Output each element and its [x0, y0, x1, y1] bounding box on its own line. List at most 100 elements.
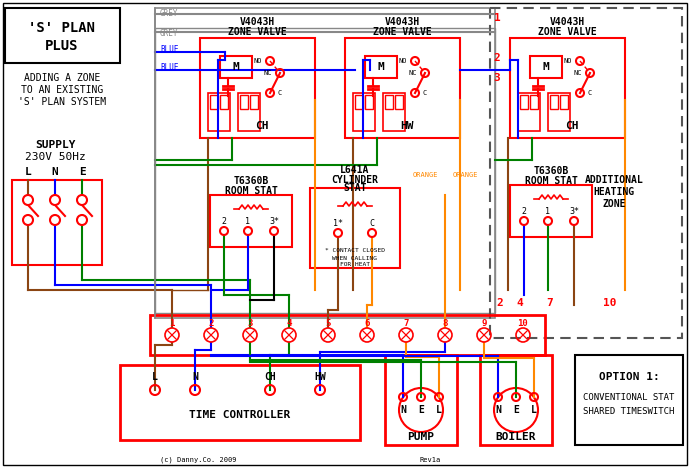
Text: 5: 5 — [325, 320, 331, 329]
Text: TIME CONTROLLER: TIME CONTROLLER — [189, 410, 290, 420]
Bar — [208, 93, 230, 131]
Text: 3: 3 — [247, 320, 253, 329]
Bar — [155, 8, 495, 318]
Bar — [345, 38, 460, 138]
Text: BOILER: BOILER — [495, 432, 536, 442]
Text: E: E — [79, 167, 86, 177]
Bar — [365, 56, 397, 78]
Text: T6360B: T6360B — [233, 176, 268, 186]
Text: ZONE VALVE: ZONE VALVE — [228, 27, 286, 37]
Bar — [490, 8, 682, 338]
Text: CH: CH — [255, 121, 268, 131]
Bar — [155, 28, 495, 313]
Bar — [560, 95, 568, 109]
Text: 6: 6 — [364, 320, 370, 329]
Text: N: N — [495, 405, 501, 415]
Circle shape — [23, 195, 33, 205]
Text: ROOM STAT: ROOM STAT — [224, 186, 277, 196]
Text: M: M — [377, 62, 384, 72]
Text: 230V 50Hz: 230V 50Hz — [25, 152, 86, 162]
Text: 8: 8 — [442, 320, 448, 329]
Bar — [548, 93, 570, 131]
Text: 7: 7 — [546, 298, 553, 308]
Text: BLUE: BLUE — [160, 45, 179, 54]
Text: ZONE: ZONE — [602, 199, 626, 209]
Text: L: L — [531, 405, 537, 415]
Bar — [520, 95, 528, 109]
Text: 4: 4 — [517, 298, 524, 308]
Text: 2: 2 — [493, 53, 500, 63]
Bar — [385, 95, 393, 109]
Text: 2: 2 — [208, 320, 214, 329]
Text: V4043H: V4043H — [239, 17, 275, 27]
Text: C: C — [423, 90, 427, 96]
Bar — [355, 95, 363, 109]
Text: M: M — [233, 62, 239, 72]
Text: 2: 2 — [221, 217, 226, 226]
Bar — [518, 93, 540, 131]
Circle shape — [23, 215, 33, 225]
Bar — [150, 315, 545, 355]
Text: NC: NC — [574, 70, 582, 76]
Text: CYLINDER: CYLINDER — [331, 175, 379, 185]
Text: ORANGE: ORANGE — [412, 172, 437, 178]
Bar — [220, 95, 228, 109]
Text: 7: 7 — [404, 320, 408, 329]
Text: 2: 2 — [497, 298, 504, 308]
Text: NO: NO — [254, 58, 262, 64]
Text: PLUS: PLUS — [46, 39, 79, 53]
Bar — [353, 93, 375, 131]
Bar — [12, 180, 102, 265]
Text: NC: NC — [408, 70, 417, 76]
Bar — [510, 38, 625, 138]
Bar — [395, 95, 403, 109]
Text: ORANGE: ORANGE — [452, 172, 477, 178]
Text: CH: CH — [565, 121, 579, 131]
Text: ZONE VALVE: ZONE VALVE — [373, 27, 431, 37]
Text: V4043H: V4043H — [549, 17, 584, 27]
Bar — [5, 8, 120, 63]
Text: V4043H: V4043H — [384, 17, 420, 27]
Text: CH: CH — [264, 372, 276, 382]
Bar — [310, 188, 400, 268]
Bar — [220, 56, 252, 78]
Text: C: C — [370, 219, 375, 227]
Text: GREY: GREY — [160, 9, 179, 19]
Text: 1: 1 — [246, 217, 250, 226]
Text: 1: 1 — [169, 320, 175, 329]
Text: N: N — [52, 167, 59, 177]
Text: M: M — [542, 62, 549, 72]
Text: C: C — [588, 90, 592, 96]
Circle shape — [50, 195, 60, 205]
Text: WHEN CALLING: WHEN CALLING — [333, 256, 377, 261]
Text: 9: 9 — [482, 320, 486, 329]
Text: 'S' PLAN SYSTEM: 'S' PLAN SYSTEM — [18, 97, 106, 107]
Text: NO: NO — [564, 58, 572, 64]
Text: HW: HW — [400, 121, 414, 131]
Bar — [510, 185, 592, 237]
Text: GREY: GREY — [160, 29, 179, 38]
Bar — [210, 95, 218, 109]
Text: 2: 2 — [522, 206, 526, 215]
Text: BLUE: BLUE — [160, 64, 179, 73]
Text: E: E — [513, 405, 519, 415]
Text: L: L — [25, 167, 31, 177]
Text: 1*: 1* — [333, 219, 343, 227]
Text: 10: 10 — [603, 298, 617, 308]
Bar — [200, 38, 315, 138]
Text: 3: 3 — [493, 73, 500, 83]
Circle shape — [50, 215, 60, 225]
Text: L: L — [436, 405, 442, 415]
Text: CONVENTIONAL STAT: CONVENTIONAL STAT — [583, 393, 675, 402]
Text: ADDITIONAL: ADDITIONAL — [584, 175, 643, 185]
Text: 1: 1 — [493, 13, 500, 23]
Text: N: N — [400, 405, 406, 415]
Text: OPTION 1:: OPTION 1: — [599, 372, 660, 382]
Text: NO: NO — [399, 58, 407, 64]
Bar — [210, 195, 292, 247]
Text: L: L — [152, 372, 158, 382]
Text: 3*: 3* — [569, 206, 579, 215]
Text: L641A: L641A — [340, 165, 370, 175]
Text: (c) Danny.Co. 2009: (c) Danny.Co. 2009 — [160, 457, 237, 463]
Bar — [530, 56, 562, 78]
